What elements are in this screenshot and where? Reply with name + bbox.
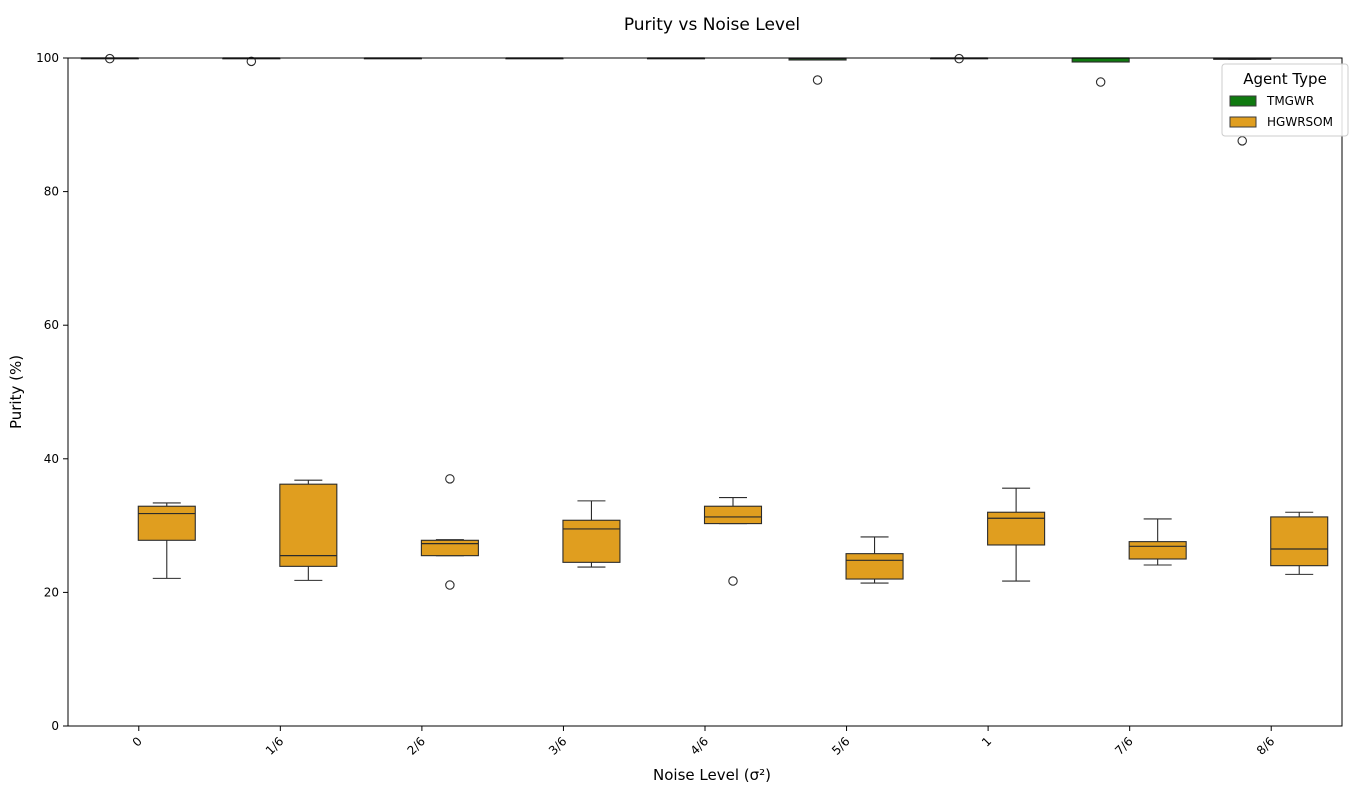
- x-axis-label: Noise Level (σ²): [653, 766, 771, 784]
- box-hgwrsom-1: [279, 479, 338, 581]
- box-hgwrsom-2: [420, 474, 479, 590]
- outlier-point: [954, 53, 964, 64]
- box-body: [1128, 541, 1187, 560]
- box-body: [1071, 57, 1130, 63]
- x-tick-label: 1/6: [263, 734, 287, 758]
- legend: Agent Type TMGWR HGWRSOM: [1221, 63, 1349, 137]
- chart-title: Purity vs Noise Level: [624, 15, 800, 35]
- y-tick-label: 100: [36, 51, 59, 65]
- box-body: [279, 483, 338, 567]
- legend-label-hgwrsom: HGWRSOM: [1267, 115, 1333, 129]
- legend-title: Agent Type: [1243, 70, 1327, 88]
- box-hgwrsom-5: [845, 536, 904, 584]
- box-tmgwr-7: [1071, 57, 1130, 87]
- box-tmgwr-0: [80, 53, 139, 64]
- box-body: [420, 539, 479, 557]
- x-tick-label: 4/6: [688, 734, 712, 758]
- outlier-point: [246, 56, 257, 67]
- legend-swatch-hgwrsom: [1229, 116, 1257, 128]
- box-body: [845, 553, 904, 580]
- axes: 0 20 40 60 80 100 0 1/6 2/6 3/6 4/6 5/6 1 7/6 8/6: [36, 51, 1277, 758]
- x-tick-label: 8/6: [1254, 734, 1278, 758]
- outlier-point: [445, 580, 455, 590]
- x-tick-label: 7/6: [1112, 734, 1136, 758]
- box-body: [562, 519, 621, 563]
- y-axis-label: Purity (%): [7, 355, 25, 429]
- box-body: [137, 505, 196, 541]
- x-tick-label: 1: [979, 734, 994, 749]
- box-hgwrsom-6: [987, 487, 1046, 582]
- plot-frame: [67, 57, 1343, 727]
- y-tick-label: 0: [51, 719, 59, 733]
- box-body: [1270, 516, 1329, 567]
- legend-label-tmgwr: TMGWR: [1266, 94, 1314, 108]
- y-tick-label: 80: [44, 185, 59, 199]
- box-hgwrsom-4: [703, 496, 763, 586]
- x-tick-label: 0: [130, 734, 145, 749]
- y-tick-label: 60: [44, 318, 59, 332]
- box-hgwrsom-0: [137, 502, 196, 579]
- outlier-point: [445, 474, 455, 484]
- box-tmgwr-5: [788, 57, 847, 85]
- outlier-point: [728, 576, 738, 586]
- outlier-point: [1237, 136, 1247, 146]
- box-body: [703, 505, 763, 525]
- y-tick-label: 20: [44, 585, 59, 599]
- outlier-point: [1095, 77, 1106, 87]
- box-hgwrsom-7: [1128, 518, 1187, 566]
- box-body: [987, 511, 1046, 546]
- y-tick-label: 40: [44, 452, 59, 466]
- plot-area: [80, 53, 1329, 590]
- legend-swatch-tmgwr: [1229, 95, 1257, 107]
- x-tick-label: 2/6: [404, 734, 428, 758]
- box-hgwrsom-8: [1270, 511, 1329, 575]
- box-tmgwr-6: [930, 53, 989, 64]
- outlier-point: [105, 53, 115, 64]
- outlier-point: [812, 75, 823, 85]
- box-hgwrsom-3: [562, 500, 621, 568]
- x-tick-label: 3/6: [546, 734, 570, 758]
- x-tick-label: 5/6: [829, 734, 853, 758]
